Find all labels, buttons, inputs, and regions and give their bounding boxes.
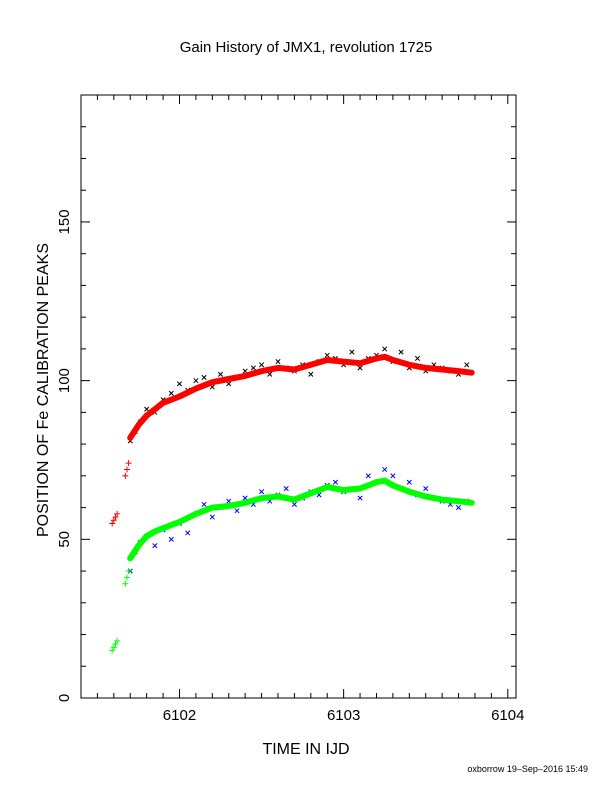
early-upper-points-marker (110, 517, 117, 524)
axis-ticks: 0 50 100 150 6102 6103 6104 (56, 95, 524, 724)
y-tick-label: 150 (56, 209, 73, 234)
early-lower-points-marker (109, 647, 116, 654)
early-lower-points-marker (125, 568, 132, 575)
x-axis-label: TIME IN IJD (262, 741, 349, 758)
plot-marks (109, 346, 475, 654)
early-upper-points-marker (123, 466, 130, 473)
early-upper-points-marker (112, 514, 119, 521)
lower-peak-points-marker (168, 536, 174, 542)
y-axis-label: POSITION OF Fe CALIBRATION PEAKS (35, 243, 52, 537)
upper-peak-points-marker (414, 355, 421, 361)
lower-peak-fit-series (127, 477, 475, 562)
footer-stamp: oxborrow 19–Sep–2016 15:49 (467, 764, 588, 774)
lower-peak-points-marker (209, 514, 215, 520)
early-lower-points-marker (123, 574, 130, 581)
lower-peak-points-marker (152, 543, 158, 549)
upper-peak-points-marker (193, 378, 199, 384)
lower-peak-points-marker (382, 466, 388, 473)
upper-peak-points-marker (464, 362, 470, 368)
upper-peak-points-marker (176, 381, 183, 387)
lower-peak-points-marker (357, 495, 363, 501)
lower-peak-fit (127, 477, 475, 562)
y-tick-label: 50 (56, 531, 73, 548)
x-tick-label: 6102 (163, 707, 196, 724)
early-upper-points-marker (109, 520, 116, 527)
lower-peak-points-marker (201, 501, 207, 507)
early-lower-points-marker (112, 641, 119, 648)
early-upper-points-marker (125, 460, 132, 467)
early-upper-points-marker (122, 472, 129, 479)
lower-peak-points-marker (234, 508, 240, 514)
upper-peak-points-marker (357, 365, 363, 371)
upper-peak-points-marker (201, 374, 207, 381)
upper-peak-points-marker (324, 352, 330, 358)
upper-peak-points-marker (382, 346, 388, 352)
upper-peak-points-marker (308, 371, 314, 377)
upper-peak-points-marker (168, 390, 174, 396)
lower-peak-points-marker (283, 485, 289, 492)
upper-peak-points-marker (398, 349, 404, 355)
y-tick-label: 0 (56, 694, 73, 702)
x-tick-label: 6103 (327, 707, 360, 724)
upper-peak-points-marker (275, 359, 281, 365)
upper-peak-points-marker (259, 362, 265, 368)
early-upper-points-marker (114, 510, 121, 517)
early-lower-points-marker (122, 580, 129, 587)
lower-peak-points-marker (365, 473, 371, 479)
early-upper-points-series (109, 460, 132, 527)
chart-title: Gain History of JMX1, revolution 1725 (180, 39, 433, 56)
upper-peak-points-marker (349, 349, 355, 355)
early-lower-points-series (109, 568, 132, 654)
upper-peak-fit-series (127, 353, 475, 441)
lower-peak-points-marker (291, 501, 297, 507)
lower-peak-points-marker (390, 473, 396, 479)
upper-peak-points-marker (226, 381, 232, 387)
early-lower-points-marker (110, 644, 117, 651)
lower-peak-points-marker (259, 489, 265, 495)
lower-peak-points-marker (455, 505, 462, 511)
upper-peak-points-marker (250, 365, 256, 371)
x-tick-label: 6104 (491, 707, 524, 724)
upper-peak-points-marker (217, 371, 224, 377)
early-lower-points-marker (114, 637, 121, 644)
upper-peak-fit (127, 353, 475, 441)
lower-peak-points-marker (185, 530, 191, 536)
lower-peak-points-marker (332, 479, 338, 485)
y-tick-label: 100 (56, 368, 73, 393)
lower-peak-points-marker (406, 479, 412, 485)
plot-frame (80, 94, 517, 699)
lower-peak-points-marker (423, 485, 429, 492)
